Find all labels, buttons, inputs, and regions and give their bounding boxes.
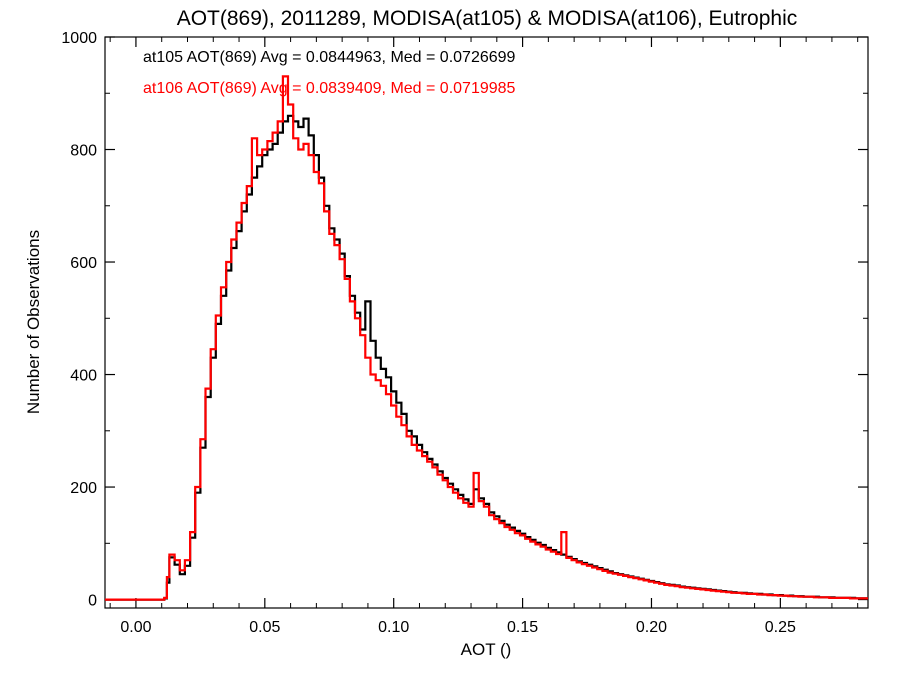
plot-area (104, 36, 869, 609)
y-tick-label: 200 (70, 480, 97, 497)
series-line-at106 (105, 75, 868, 601)
x-tick-label: 0.05 (249, 619, 280, 636)
x-tick-label: 0.00 (120, 619, 151, 636)
y-tick-label: 400 (70, 368, 97, 385)
x-tick-label: 0.20 (636, 619, 667, 636)
plot-frame (104, 36, 869, 609)
y-axis-title: Number of Observations (24, 230, 43, 414)
x-tick-label: 0.15 (507, 619, 538, 636)
legend: at105 AOT(869) Avg = 0.0844963, Med = 0.… (143, 49, 516, 97)
x-axis-title: AOT () (461, 640, 512, 659)
x-tick-label: 0.25 (765, 619, 796, 636)
chart-title: AOT(869), 2011289, MODISA(at105) & MODIS… (177, 7, 798, 30)
series-layer (105, 75, 868, 601)
series-line-at105 (105, 114, 868, 601)
x-tick-label: 0.10 (378, 619, 409, 636)
legend-entry-at105: at105 AOT(869) Avg = 0.0844963, Med = 0.… (143, 49, 516, 66)
y-tick-label: 1000 (61, 30, 97, 47)
y-tick-label: 0 (88, 593, 97, 610)
legend-entry-at106: at106 AOT(869) Avg = 0.0839409, Med = 0.… (143, 80, 516, 97)
y-axis: 0 200 400 600 800 1000 (61, 30, 868, 610)
y-tick-label: 600 (70, 255, 97, 272)
x-axis: 0.00 0.05 0.10 0.15 0.20 0.25 (109, 37, 859, 636)
y-tick-label: 800 (70, 143, 97, 160)
